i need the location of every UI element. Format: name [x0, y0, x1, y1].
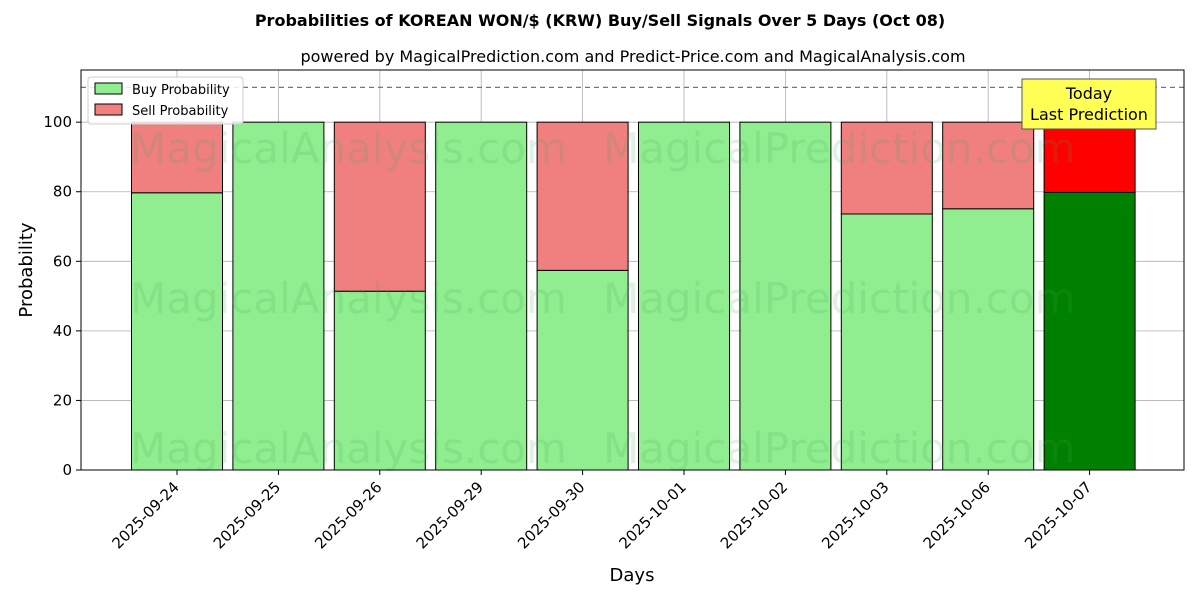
legend: Buy Probability Sell Probability: [87, 76, 244, 125]
legend-swatch-buy: [94, 82, 123, 95]
watermark-right: MagicalPrediction.com: [603, 124, 1076, 173]
x-tick-label: 2025-10-02: [717, 478, 791, 552]
x-tick-label: 2025-09-30: [514, 478, 588, 552]
bar-sell-2025-09-26: [333, 121, 426, 292]
plot-frame: [80, 69, 1185, 471]
bar-buy-2025-10-01: [638, 121, 730, 471]
bar-buy-2025-09-29: [435, 121, 528, 471]
bar-sell-2025-10-07: [1043, 121, 1136, 193]
x-tick-label: 2025-09-24: [108, 478, 182, 552]
chart-title: Probabilities of KOREAN WON/$ (KRW) Buy/…: [255, 11, 945, 30]
watermark-left: MagicalAnalysis.com: [130, 274, 567, 323]
bar-buy-2025-10-02: [739, 121, 832, 471]
bar-buy-2025-10-07: [1043, 191, 1136, 471]
y-tick-label: 80: [53, 183, 72, 201]
chart-subtitle: powered by MagicalPrediction.com and Pre…: [300, 47, 965, 66]
y-tick-label: 40: [53, 322, 72, 340]
x-axis-ticks: 2025-09-24 2025-09-25 2025-09-26 2025-09-29…: [108, 470, 1095, 552]
watermark-left: MagicalAnalysis.com: [130, 124, 567, 173]
bar-buy-2025-09-24: [131, 192, 223, 471]
y-tick-label: 0: [62, 461, 72, 479]
watermarks: MagicalAnalysis.com MagicalPrediction.com…: [130, 124, 1076, 473]
x-axis-label: Days: [610, 565, 655, 586]
bar-sell-2025-09-30: [536, 121, 629, 271]
annotation-box: [1021, 78, 1157, 130]
y-tick-label: 20: [53, 391, 72, 409]
y-tick-label: 60: [53, 252, 72, 270]
watermark-right: MagicalPrediction.com: [603, 424, 1076, 473]
watermark-left: MagicalAnalysis.com: [130, 424, 567, 473]
bar-buy-2025-10-03: [840, 213, 933, 471]
annotation-line-2: Last Prediction: [1030, 105, 1148, 124]
bar-buy-2025-10-06: [942, 208, 1035, 471]
bar-sell-2025-10-03: [840, 121, 933, 215]
legend-label-buy: Buy Probability: [132, 83, 230, 98]
y-tick-label: 100: [43, 113, 72, 131]
y-axis-label: Probability: [16, 222, 37, 317]
x-tick-label: 2025-10-01: [615, 478, 689, 552]
watermark-right: MagicalPrediction.com: [603, 274, 1076, 323]
today-annotation: Today Last Prediction: [1021, 78, 1157, 130]
y-axis-ticks: 0 20 40 60 80 100: [43, 113, 81, 479]
legend-label-sell: Sell Probability: [132, 104, 229, 119]
x-tick-label: 2025-10-03: [818, 478, 892, 552]
x-tick-label: 2025-09-26: [311, 478, 385, 552]
x-tick-label: 2025-09-25: [210, 478, 284, 552]
legend-swatch-sell: [94, 103, 123, 116]
x-tick-label: 2025-10-06: [920, 478, 994, 552]
bar-sell-2025-09-24: [131, 121, 223, 194]
x-tick-label: 2025-09-29: [413, 478, 487, 552]
bar-sell-2025-10-06: [942, 121, 1035, 210]
bars: [131, 121, 1136, 471]
bar-buy-2025-09-26: [333, 290, 426, 471]
bar-buy-2025-09-30: [536, 269, 629, 471]
x-tick-label: 2025-10-07: [1021, 478, 1095, 552]
annotation-line-1: Today: [1065, 84, 1112, 103]
legend-box: [87, 76, 244, 125]
